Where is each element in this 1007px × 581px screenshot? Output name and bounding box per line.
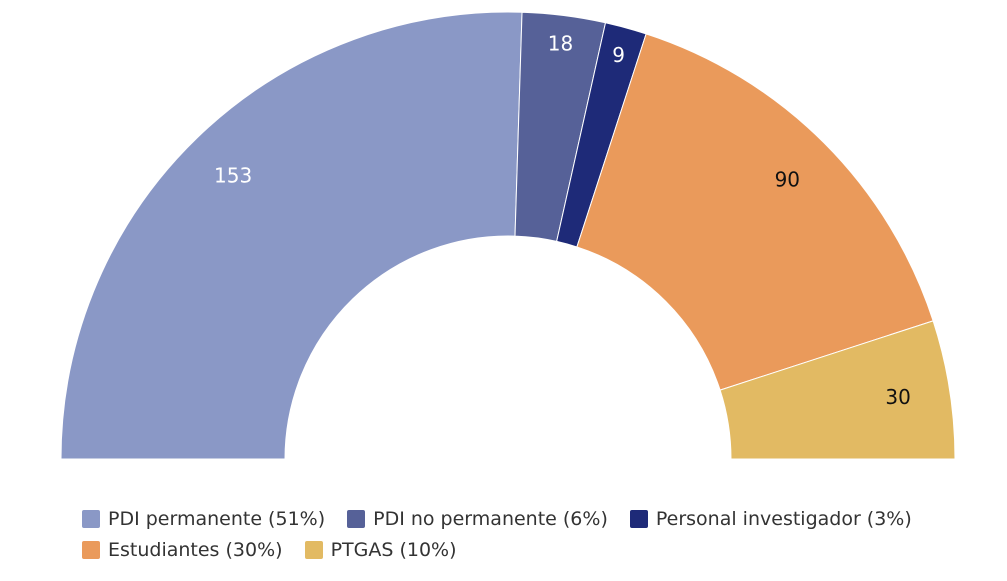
legend-row: PDI permanente (51%) PDI no permanente (…	[82, 503, 982, 534]
legend-row: Estudiantes (30%) PTGAS (10%)	[82, 534, 982, 565]
slice-pdi-permanente[interactable]	[60, 11, 523, 460]
legend-label: PDI permanente (51%)	[108, 507, 326, 530]
data-label-personal-investigador: 9	[612, 43, 625, 67]
legend-item-ptgas[interactable]: PTGAS (10%)	[304, 538, 457, 561]
chart-canvas: 153 18 9 90 30	[60, 11, 956, 460]
data-label-ptgas: 30	[885, 385, 910, 409]
legend-swatch	[82, 509, 100, 528]
legend-item-estudiantes[interactable]: Estudiantes (30%)	[82, 539, 283, 561]
legend-label: PTGAS (10%)	[330, 538, 457, 561]
legend-swatch	[82, 540, 100, 559]
legend-label: Personal investigador (3%)	[655, 507, 912, 530]
legend-label: Estudiantes (30%)	[108, 538, 283, 561]
legend-swatch	[629, 509, 648, 528]
legend-swatch	[304, 540, 323, 559]
legend-swatch	[347, 509, 366, 528]
data-label-estudiantes: 90	[775, 168, 800, 192]
legend-item-pdi-no-permanente[interactable]: PDI no permanente (6%)	[347, 508, 608, 530]
legend-item-personal-investigador[interactable]: Personal investigador (3%)	[629, 507, 912, 530]
data-label-pdi-no-permanente: 18	[548, 31, 573, 55]
slice-ptgas[interactable]	[719, 320, 956, 460]
chart-legend: PDI permanente (51%) PDI no permanente (…	[82, 503, 982, 565]
legend-label: PDI no permanente (6%)	[373, 507, 608, 530]
slice-estudiantes[interactable]	[576, 33, 934, 391]
legend-item-pdi-permanente[interactable]: PDI permanente (51%)	[82, 508, 325, 530]
data-label-pdi-permanente: 153	[214, 163, 252, 187]
